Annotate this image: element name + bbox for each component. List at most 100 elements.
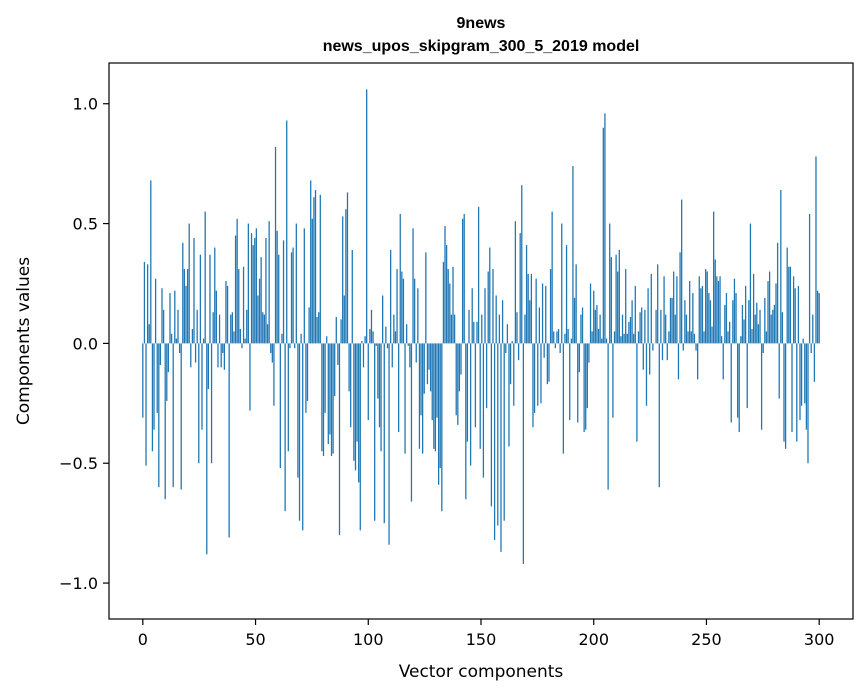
bar <box>610 257 612 344</box>
bar <box>162 309 165 344</box>
bar <box>633 333 635 344</box>
bar <box>174 290 176 344</box>
bar <box>575 264 577 344</box>
bar <box>228 343 230 538</box>
bar <box>263 314 265 344</box>
bar <box>210 343 213 464</box>
x-tick-label: 200 <box>578 630 609 649</box>
bar <box>621 314 624 344</box>
bar <box>780 190 782 344</box>
bar <box>665 314 667 344</box>
bar <box>746 343 748 409</box>
bar <box>178 343 181 353</box>
bar <box>367 343 369 421</box>
bar <box>792 276 795 344</box>
bar <box>154 278 157 344</box>
bar <box>406 324 408 344</box>
bar <box>626 333 628 344</box>
bar <box>398 343 400 433</box>
bar <box>335 317 337 344</box>
bar <box>749 223 752 344</box>
bar <box>151 343 154 452</box>
bar <box>570 338 572 344</box>
bar <box>658 343 660 488</box>
bar <box>417 288 419 344</box>
bar <box>444 225 446 344</box>
y-tick-label: 0.0 <box>73 334 98 353</box>
bar <box>521 185 523 344</box>
bar <box>649 343 651 375</box>
bar <box>511 341 513 344</box>
bar <box>601 338 603 344</box>
bar <box>212 312 214 344</box>
bar <box>247 223 249 344</box>
bar <box>489 247 491 344</box>
bar <box>752 273 755 344</box>
bar <box>209 254 211 344</box>
bar <box>490 343 493 507</box>
bar <box>353 343 355 461</box>
bar <box>583 343 585 433</box>
bar <box>186 269 189 344</box>
bar <box>671 297 673 344</box>
bar <box>816 290 819 344</box>
bar <box>564 333 566 344</box>
bar <box>548 343 550 382</box>
bar <box>468 309 470 344</box>
bar <box>437 343 440 485</box>
bar <box>543 343 545 358</box>
bar <box>645 343 648 406</box>
bar <box>385 326 387 344</box>
bar <box>268 221 270 344</box>
bar <box>350 343 352 428</box>
bar <box>423 343 425 394</box>
bar <box>541 283 544 344</box>
bar <box>476 321 478 344</box>
bar <box>433 343 435 449</box>
bar <box>666 343 668 361</box>
bar <box>386 343 389 349</box>
bar <box>453 314 456 344</box>
bar <box>620 336 622 344</box>
bar <box>580 314 582 344</box>
bar <box>246 309 248 344</box>
bar <box>586 343 588 409</box>
bar <box>289 343 291 349</box>
bar <box>254 237 256 344</box>
bar <box>721 336 723 344</box>
bar <box>412 228 414 344</box>
bar <box>399 213 401 344</box>
bar <box>572 166 574 344</box>
bar <box>409 343 411 368</box>
chart-title: 9news <box>457 15 506 32</box>
bar <box>402 278 405 344</box>
bar <box>191 329 194 344</box>
bar <box>230 314 232 344</box>
bar <box>458 343 461 392</box>
bar <box>532 343 534 428</box>
bar <box>382 295 384 344</box>
bar <box>562 343 564 454</box>
bar <box>143 261 146 344</box>
bar <box>741 305 744 344</box>
bar <box>772 309 774 344</box>
bar <box>537 343 539 406</box>
bar <box>607 343 609 490</box>
bar <box>414 278 416 344</box>
bar <box>690 331 692 344</box>
bar <box>703 331 705 344</box>
bar <box>697 343 699 380</box>
y-tick-label: −1.0 <box>59 574 98 593</box>
bar <box>306 343 309 401</box>
y-axis-label: Components values <box>14 257 34 425</box>
bar <box>442 261 445 344</box>
bar <box>549 269 552 344</box>
bar <box>396 269 398 344</box>
bar <box>644 309 646 344</box>
bar <box>805 343 808 430</box>
bar <box>533 343 536 413</box>
bar <box>751 329 753 344</box>
bar <box>578 343 580 373</box>
bar <box>329 343 331 435</box>
bar <box>625 269 627 344</box>
